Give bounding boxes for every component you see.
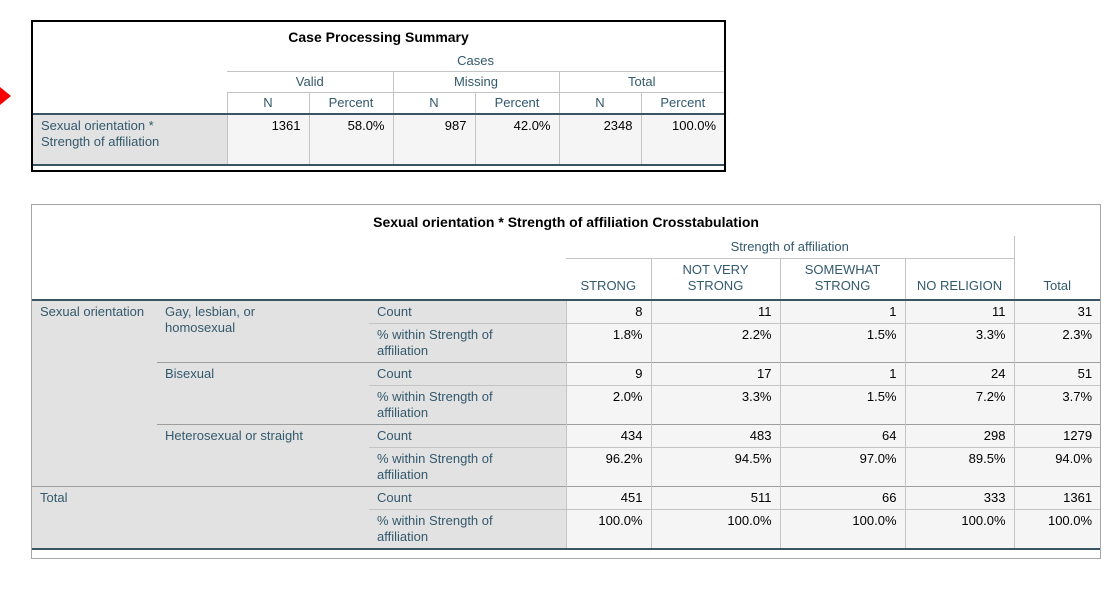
count-cell: 9 (565, 362, 651, 386)
case-processing-summary-table: Case Processing Summary Cases Valid Miss… (33, 22, 725, 166)
percent-cell: 7.2% (904, 385, 1014, 425)
percent-cell: 96.2% (565, 447, 651, 487)
count-cell: 1361 (1013, 486, 1101, 510)
percent-cell: 1.5% (779, 385, 905, 425)
count-cell: 17 (650, 362, 780, 386)
percent-cell: 94.0% (1013, 447, 1101, 487)
stat-label-percent: % within Strength of affiliation (369, 509, 566, 550)
count-cell: 8 (565, 299, 651, 324)
percent-cell: 1.5% (779, 323, 905, 363)
valid-percent-cell: 58.0% (308, 113, 393, 166)
count-cell: 66 (779, 486, 905, 510)
valid-n-cell: 1361 (226, 113, 309, 166)
stat-label-percent: % within Strength of affiliation (369, 323, 566, 363)
percent-cell: 89.5% (904, 447, 1014, 487)
corner-cell (33, 72, 227, 93)
percent-cell: 2.2% (650, 323, 780, 363)
col-header-n: N (558, 92, 641, 114)
row-label: Sexual orientation * Strength of affilia… (33, 113, 227, 166)
count-cell: 434 (565, 424, 651, 448)
count-cell: 298 (904, 424, 1014, 448)
count-cell: 1 (779, 299, 905, 324)
stat-label-percent: % within Strength of affiliation (369, 385, 566, 425)
percent-cell: 97.0% (779, 447, 905, 487)
col-header-percent: Percent (308, 92, 393, 114)
group-header-total: Total (558, 71, 725, 93)
table-title: Case Processing Summary (288, 29, 469, 45)
stat-label-count: Count (369, 299, 566, 324)
stat-label-count: Count (369, 486, 566, 510)
category-label: Gay, lesbian, or homosexual (157, 299, 369, 363)
count-cell: 451 (565, 486, 651, 510)
group-header-missing: Missing (392, 71, 559, 93)
selection-arrow-icon (0, 87, 11, 105)
percent-cell: 2.0% (565, 385, 651, 425)
corner-cell (33, 51, 227, 72)
category-label: Bisexual (157, 362, 369, 425)
percent-cell: 2.3% (1013, 323, 1101, 363)
col-header-no-religion: NO RELIGION (904, 258, 1014, 300)
percent-cell: 94.5% (650, 447, 780, 487)
percent-cell: 3.3% (650, 385, 780, 425)
count-cell: 11 (904, 299, 1014, 324)
col-header-total: Total (1013, 258, 1101, 300)
percent-cell: 100.0% (1013, 509, 1101, 550)
count-cell: 24 (904, 362, 1014, 386)
col-header-not-very-strong: NOT VERY STRONG (650, 258, 780, 300)
percent-cell: 100.0% (650, 509, 780, 550)
total-row-label: Total (32, 486, 369, 550)
percent-cell: 100.0% (779, 509, 905, 550)
missing-n-cell: 987 (392, 113, 475, 166)
stat-label-percent: % within Strength of affiliation (369, 447, 566, 487)
count-cell: 333 (904, 486, 1014, 510)
total-n-cell: 2348 (558, 113, 641, 166)
count-cell: 1 (779, 362, 905, 386)
percent-cell: 3.7% (1013, 385, 1101, 425)
col-header-percent: Percent (474, 92, 559, 114)
corner-cell (32, 259, 566, 301)
total-column-spacer (1013, 236, 1101, 259)
count-cell: 64 (779, 424, 905, 448)
count-cell: 483 (650, 424, 780, 448)
table-title: Sexual orientation * Strength of affilia… (373, 214, 759, 230)
percent-cell: 3.3% (904, 323, 1014, 363)
percent-cell: 100.0% (904, 509, 1014, 550)
col-header-strong: STRONG (580, 278, 637, 293)
category-label: Heterosexual or straight (157, 424, 369, 487)
col-header-percent: Percent (640, 92, 725, 114)
case-processing-summary-output[interactable]: Case Processing Summary Cases Valid Miss… (31, 20, 727, 172)
count-cell: 1279 (1013, 424, 1101, 448)
count-cell: 11 (650, 299, 780, 324)
stat-label-count: Count (369, 424, 566, 448)
group-header-valid: Valid (227, 71, 393, 93)
percent-cell: 1.8% (565, 323, 651, 363)
stat-label-count: Count (369, 362, 566, 386)
column-group-header: Strength of affiliation (566, 236, 1014, 259)
crosstabulation-table: Sexual orientation * Strength of affilia… (32, 207, 1101, 550)
percent-cell: 100.0% (565, 509, 651, 550)
cases-span-header: Cases (227, 51, 725, 72)
missing-percent-cell: 42.0% (474, 113, 559, 166)
corner-cell (32, 236, 566, 259)
col-header-n: N (392, 92, 475, 114)
col-header-n: N (226, 92, 309, 114)
count-cell: 51 (1013, 362, 1101, 386)
crosstabulation-output[interactable]: Sexual orientation * Strength of affilia… (31, 204, 1102, 559)
total-percent-cell: 100.0% (640, 113, 725, 166)
corner-cell (33, 93, 227, 115)
col-header-somewhat-strong: SOMEWHAT STRONG (779, 258, 905, 300)
count-cell: 511 (650, 486, 780, 510)
count-cell: 31 (1013, 299, 1101, 324)
row-variable-label: Sexual orientation (32, 299, 157, 487)
